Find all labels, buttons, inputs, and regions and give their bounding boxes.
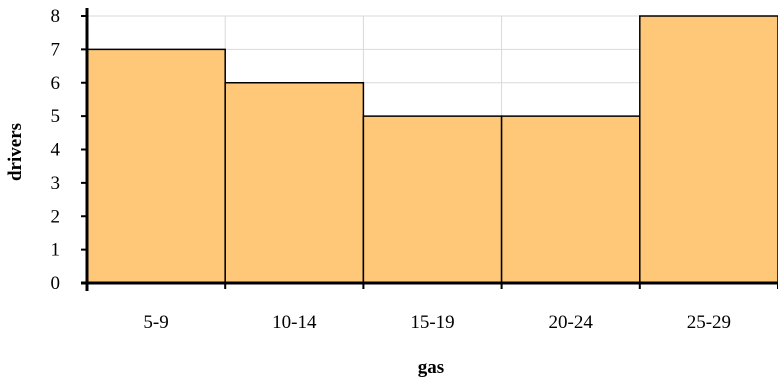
x-tick-label: 10-14 [272,312,317,333]
y-tick-label: 7 [51,39,61,60]
x-tick-label: 5-9 [143,312,168,333]
y-tick-label: 2 [51,206,61,227]
bars [86,15,778,284]
x-tick-label: 15-19 [410,312,454,333]
y-tick-labels: 0 1 2 3 4 5 6 7 8 [51,6,61,294]
x-tick-label: 20-24 [549,312,594,333]
y-tick-label: 4 [51,140,61,161]
y-tick-label: 1 [51,240,61,261]
x-axis-title: gas [418,357,444,378]
bar-20-24 [500,115,641,284]
x-tick-label: 25-29 [687,312,731,333]
bar-5-9 [86,48,226,284]
bar-25-29 [639,15,778,284]
bar-15-19 [362,115,503,284]
x-tick-labels: 5-9 10-14 15-19 20-24 25-29 [143,312,731,333]
y-tick-label: 0 [51,273,61,294]
axes [81,8,778,291]
y-tick-label: 3 [51,173,61,194]
y-axis-title: drivers [5,123,26,181]
y-tick-label: 6 [51,73,61,94]
y-tick-label: 8 [51,6,61,27]
y-tick-label: 5 [51,106,61,127]
bar-10-14 [224,82,365,284]
